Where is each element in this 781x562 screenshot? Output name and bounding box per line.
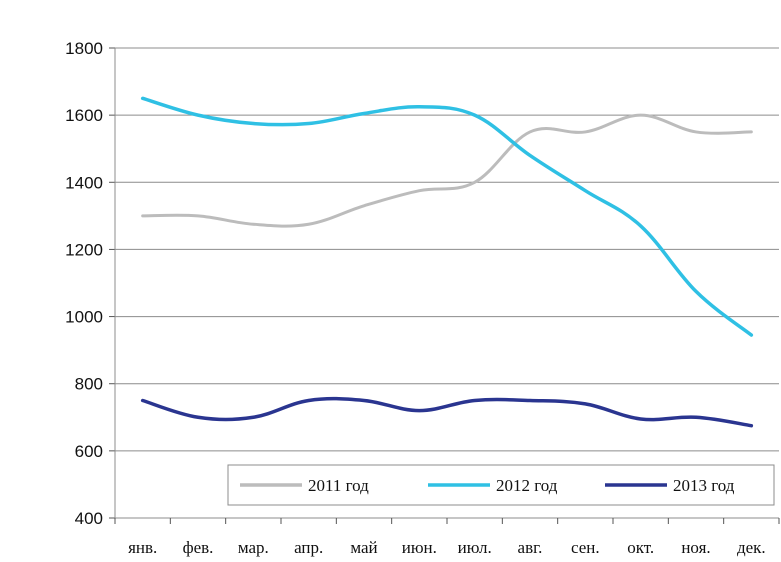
- x-tick-label: ноя.: [681, 538, 710, 557]
- y-tick-label: 1200: [65, 240, 103, 259]
- x-tick-label: июн.: [402, 538, 437, 557]
- series-lines: [140, 96, 754, 428]
- x-tick-labels: янв. фев. мар. апр. май июн. июл. авг. сен. окт. н…: [128, 538, 766, 557]
- x-tick-label: май: [350, 538, 377, 557]
- x-tick-label: апр.: [294, 538, 323, 557]
- x-tick-label: сен.: [571, 538, 600, 557]
- legend-box: [227, 464, 775, 506]
- y-tick-label: 800: [75, 375, 103, 394]
- grid: [115, 47, 779, 519]
- y-tick-label: 1600: [65, 106, 103, 125]
- legend-label-1: 2011 год: [308, 476, 369, 495]
- y-tick-label: 1800: [65, 39, 103, 58]
- x-tick-label: дек.: [737, 538, 766, 557]
- axes: [109, 47, 780, 524]
- y-tick-label: 400: [75, 509, 103, 528]
- y-tick-label: 1000: [65, 308, 103, 327]
- legend-label-2: 2012 год: [496, 476, 558, 495]
- x-tick-label: фев.: [183, 538, 214, 557]
- y-tick-label: 1400: [65, 173, 103, 192]
- series-line-3: [140, 396, 754, 428]
- y-tick-label: 600: [75, 442, 103, 461]
- series-line-1: [141, 113, 753, 228]
- y-tick-labels: 400 600 800 1000 1200 1400 1600 1800: [65, 39, 103, 528]
- series-line-2: [140, 96, 754, 337]
- x-tick-label: авг.: [518, 538, 543, 557]
- x-tick-label: июл.: [458, 538, 492, 557]
- legend: 2011 год 2012 год 2013 год: [227, 464, 775, 506]
- legend-label-3: 2013 год: [673, 476, 735, 495]
- x-tick-label: мар.: [238, 538, 269, 557]
- x-tick-label: янв.: [128, 538, 157, 557]
- x-tick-label: окт.: [627, 538, 654, 557]
